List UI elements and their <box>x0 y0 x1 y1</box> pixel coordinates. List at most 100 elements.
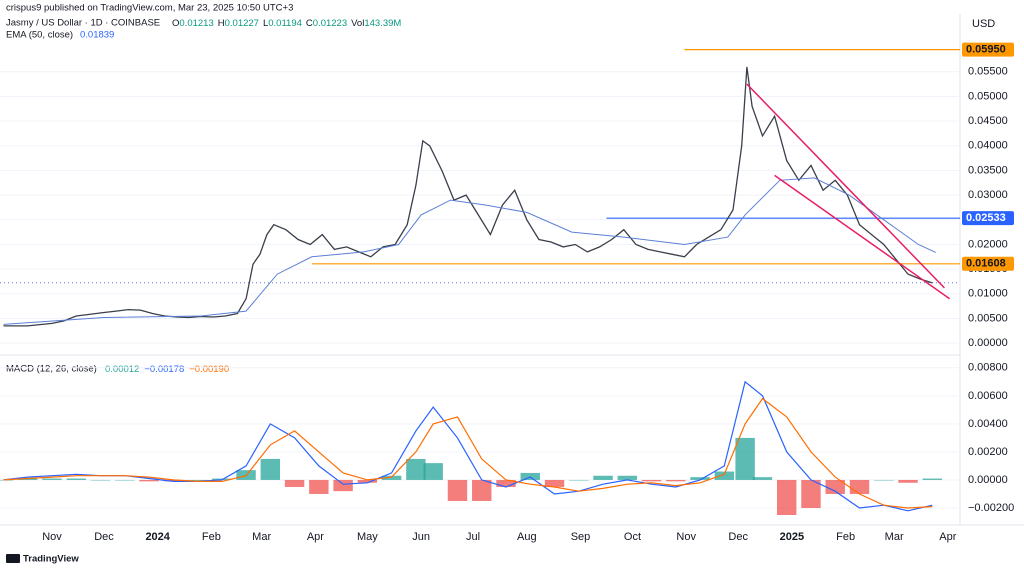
y-tick-label: 0.00200 <box>968 446 1008 458</box>
histogram-bar <box>496 479 516 487</box>
x-tick-label: 2025 <box>780 531 804 543</box>
x-tick-label: Dec <box>94 531 114 543</box>
y-tick-label: 0.04500 <box>968 115 1008 127</box>
level-label: 0.01608 <box>966 258 1006 270</box>
histogram-bar <box>690 477 710 480</box>
macd-readouts: 0.00012 −0.00178 −0.00190 <box>105 364 229 375</box>
publisher: crispus9 published on TradingView.com, M… <box>6 3 293 14</box>
histogram-bar <box>617 475 637 480</box>
histogram-bar <box>898 479 918 483</box>
y-tick-label: 0.00000 <box>968 337 1008 349</box>
histogram-bar <box>139 479 159 482</box>
ohlc-key: Vol <box>351 18 364 29</box>
ohlc-value: 0.01227 <box>225 18 259 29</box>
histogram-bar <box>187 479 208 481</box>
x-tick-label: Nov <box>42 531 62 543</box>
level-label: 0.05950 <box>966 44 1006 56</box>
trendline <box>746 83 945 289</box>
x-tick-label: Jul <box>466 531 480 543</box>
histogram-bar <box>90 479 111 481</box>
ohlc-value: 143.39M <box>364 18 401 29</box>
ema-legend: EMA (50, close) <box>6 30 73 41</box>
x-tick-label: Jun <box>412 531 430 543</box>
histogram-bar <box>544 479 565 487</box>
histogram-bar <box>357 479 378 483</box>
y-tick-label: 0.05500 <box>968 66 1008 78</box>
histogram-bar <box>735 437 755 480</box>
macd-line <box>3 397 933 509</box>
histogram-bar <box>801 479 821 508</box>
histogram-bar <box>284 479 305 487</box>
x-tick-label: Feb <box>202 531 221 543</box>
y-tick-label: −0.00200 <box>968 502 1014 514</box>
logo <box>6 554 20 563</box>
y-tick-label: 0.05000 <box>968 90 1008 102</box>
y-tick-label: 0.04000 <box>968 140 1008 152</box>
y-tick-label: 0.02000 <box>968 238 1008 250</box>
histogram-bar <box>66 478 86 480</box>
histogram-bar <box>472 479 492 501</box>
ohlc-key: O <box>172 18 179 29</box>
y-tick-label: 0.01000 <box>968 288 1008 300</box>
level-label-bg <box>962 42 1014 57</box>
x-tick-label: Dec <box>728 531 748 543</box>
currency: USD <box>972 18 995 30</box>
histogram-bar <box>714 471 735 480</box>
logo-icon <box>6 554 20 563</box>
ohlc-key: C <box>306 18 313 29</box>
y-tick-label: 0.03000 <box>968 189 1008 201</box>
x-tick-label: Apr <box>307 531 324 543</box>
histogram-bar <box>825 479 845 494</box>
ohlc: O0.01213 H0.01227 L0.01194 C0.01223 Vol143.3… <box>172 18 401 29</box>
price-series <box>3 177 936 325</box>
histogram-bar <box>569 479 589 481</box>
histogram-bar <box>922 478 942 480</box>
histogram-bar <box>18 478 38 480</box>
x-tick-label: May <box>357 531 378 543</box>
histogram-bar <box>309 479 329 494</box>
y-tick-label: 0.00400 <box>968 418 1008 430</box>
macd-readout: 0.00012 <box>105 364 139 375</box>
histogram-bar <box>423 463 443 480</box>
x-tick-label: Sep <box>571 531 591 543</box>
ohlc-value: 0.01213 <box>179 18 213 29</box>
histogram-bar <box>593 475 613 480</box>
trendline <box>774 174 951 300</box>
level-label-bg <box>962 256 1014 271</box>
price-series <box>3 66 933 327</box>
level-label-bg <box>962 211 1014 226</box>
x-tick-label: Oct <box>624 531 641 543</box>
x-tick-label: Aug <box>517 531 537 543</box>
histogram-bar <box>260 458 281 480</box>
histogram-bar <box>163 479 183 482</box>
histogram-bar <box>333 479 353 492</box>
x-tick-label: Nov <box>676 531 696 543</box>
macd-line <box>3 380 933 512</box>
ohlc-key: L <box>263 18 268 29</box>
brand: TradingView <box>23 554 79 565</box>
histogram-bar <box>874 479 894 481</box>
macd-title: MACD (12, 26, close) <box>6 364 97 375</box>
histogram-bar <box>666 479 686 482</box>
macd-readout: −0.00190 <box>189 364 229 375</box>
level-label: 0.02533 <box>966 212 1006 224</box>
x-tick-label: Mar <box>252 531 271 543</box>
x-tick-label: Mar <box>885 531 904 543</box>
histogram-bar <box>849 479 870 494</box>
histogram-bar <box>115 479 135 481</box>
x-tick-label: Apr <box>939 531 956 543</box>
histogram-bar <box>447 479 468 501</box>
histogram-bar <box>520 472 540 480</box>
histogram-bar <box>777 479 797 515</box>
histogram-bar <box>406 458 426 480</box>
histogram-bar <box>752 477 773 480</box>
y-tick-label: 0.03500 <box>968 164 1008 176</box>
histogram-bar <box>641 479 662 482</box>
ohlc-value: 0.01194 <box>268 18 302 29</box>
y-tick-label: 0.00500 <box>968 312 1008 324</box>
macd-readout: −0.00178 <box>144 364 184 375</box>
histogram-bar <box>42 478 62 480</box>
ema-value: 0.01839 <box>80 30 114 41</box>
